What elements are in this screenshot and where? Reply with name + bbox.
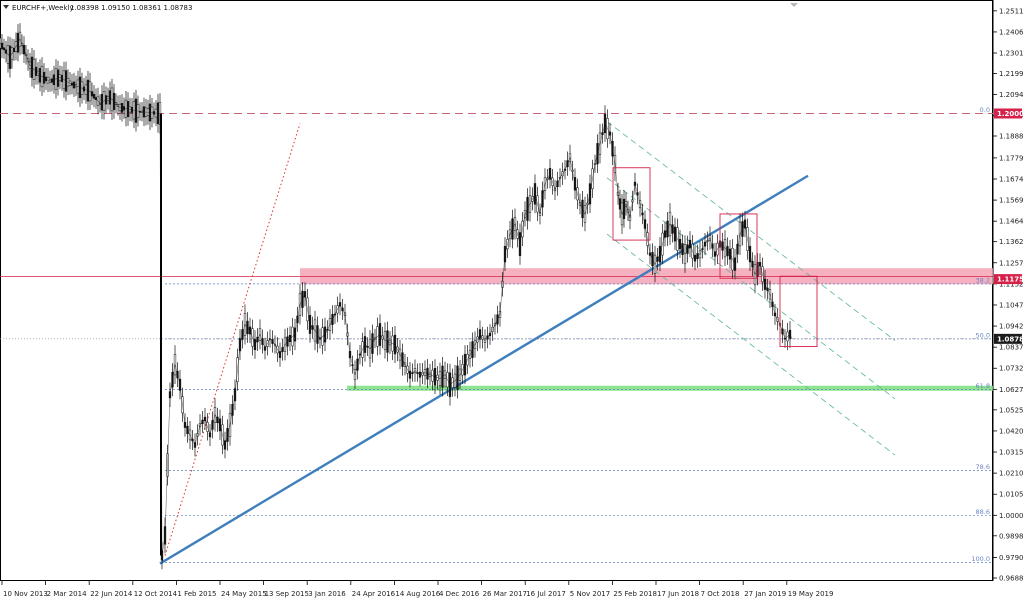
x-tick-label: 26 Mar 2017: [483, 590, 527, 598]
x-tick-label: 12 Oct 2014: [134, 590, 178, 598]
x-tick-label: 24 May 2015: [221, 590, 267, 598]
x-tick-label: 27 Jan 2019: [744, 590, 786, 598]
price-tag-bg: [994, 108, 1022, 119]
fib-label-38.2: 38.2: [976, 276, 990, 284]
symbol-label: EURCHF+,Weekly: [12, 4, 74, 12]
highlight-box-1: [612, 167, 651, 241]
x-tick-label: 25 Feb 2018: [613, 590, 657, 598]
y-tick-label: 1.02100: [999, 470, 1024, 478]
x-tick-label: 2 Mar 2014: [47, 590, 87, 598]
price-tag-bg: [994, 274, 1022, 285]
x-tick-label: 3 Jan 2016: [308, 590, 346, 598]
collapse-triangle-icon[interactable]: [3, 5, 9, 9]
y-tick-label: 1.01050: [999, 491, 1024, 499]
y-tick-label: 1.10470: [999, 301, 1024, 309]
x-tick-label: 24 Apr 2016: [352, 590, 396, 598]
fib-label-100.0: 100.0: [971, 555, 990, 563]
drawings-layer: [159, 121, 896, 565]
y-tick-label: 1.05250: [999, 406, 1024, 414]
price-line: [0, 38, 793, 556]
fibonacci-layer: 0.0 38.2 50.0 61.8 78.6 88.6 100.0: [0, 106, 993, 563]
y-tick-label: 1.11520: [999, 280, 1024, 288]
y-tick-label: 0.96880: [999, 575, 1024, 583]
x-tick-label: 10 Nov 2013: [3, 590, 48, 598]
fib-label-88.6: 88.6: [976, 508, 990, 516]
channel-upper: [606, 121, 896, 341]
fib-label-50.0: 50.0: [976, 331, 990, 339]
highlight-box-2: [719, 213, 758, 279]
price-tag-label: 1.20000: [997, 110, 1024, 118]
price-tags: 1.20000 1.11757 1.08783: [0, 108, 1024, 344]
y-tick-label: 1.17790: [999, 154, 1024, 162]
y-tick-label: 1.21990: [999, 70, 1024, 78]
price-tag-label: 1.11757: [997, 276, 1024, 284]
scroll-marker-icon[interactable]: [790, 3, 798, 7]
y-tick-label: 1.09420: [999, 323, 1024, 331]
channel-mid: [606, 177, 896, 400]
y-tick-label: 1.12570: [999, 259, 1024, 267]
y-tick-label: 1.15690: [999, 197, 1024, 205]
fib-label-61.8: 61.8: [976, 382, 990, 390]
ohlc-label: 1.08398 1.09150 1.08361 1.08783: [70, 4, 192, 12]
y-tick-label: 1.04200: [999, 427, 1024, 435]
y-tick-label: 1.24060: [999, 28, 1024, 36]
y-tick-label: 1.03150: [999, 449, 1024, 457]
fib-label-0.0: 0.0: [980, 106, 990, 114]
x-tick-label: 17 Jun 2018: [657, 590, 699, 598]
zones-layer: [300, 268, 993, 391]
y-tick-label: 1.16740: [999, 175, 1024, 183]
boxes-layer: [612, 167, 818, 348]
x-tick-label: 19 May 2019: [788, 590, 834, 598]
y-tick-label: 1.18880: [999, 132, 1024, 140]
price-layer: [0, 23, 793, 570]
x-tick-label: 16 Jul 2017: [526, 590, 566, 598]
y-tick-label: 1.13620: [999, 238, 1024, 246]
y-tick-label: 1.08370: [999, 344, 1024, 352]
y-tick-label: 1.14640: [999, 218, 1024, 226]
y-tick-label: 1.20940: [999, 91, 1024, 99]
dotted-ray: [164, 123, 301, 556]
trendline: [159, 174, 809, 565]
plot-frame: [0, 0, 993, 581]
support-zone: [347, 385, 993, 391]
price-axis: 1.251101.240601.230101.219901.209401.198…: [993, 7, 1024, 583]
x-tick-label: 13 Sep 2015: [265, 590, 309, 598]
resistance-zone: [300, 268, 993, 285]
price-tag-label: 1.08783: [997, 335, 1024, 343]
price-tag-bg: [994, 333, 1022, 344]
fib-label-78.6: 78.6: [976, 463, 990, 471]
x-tick-label: 4 Dec 2016: [439, 590, 480, 598]
x-tick-label: 7 Oct 2018: [701, 590, 740, 598]
x-tick-label: 1 Feb 2015: [177, 590, 216, 598]
x-tick-label: 5 Nov 2017: [570, 590, 610, 598]
y-tick-label: 1.06270: [999, 386, 1024, 394]
y-tick-label: 1.23010: [999, 50, 1024, 58]
highlight-box-3: [779, 275, 818, 348]
x-tick-label: 22 Jun 2014: [90, 590, 133, 598]
y-tick-label: 1.07320: [999, 365, 1024, 373]
x-tick-label: 14 Aug 2016: [395, 590, 440, 598]
y-tick-label: 1.25110: [999, 7, 1024, 15]
